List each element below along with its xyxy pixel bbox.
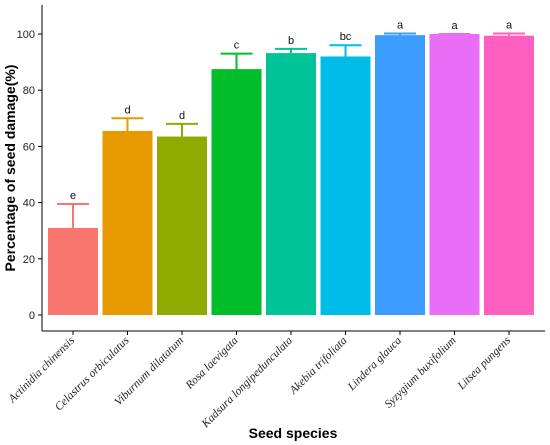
significance-labels-layer: e d d c b bc a a a [70,19,513,202]
bar-3 [157,136,207,315]
bars-layer [48,34,534,316]
bar-9 [484,35,534,315]
y-tick-label-4: 60 [23,141,35,153]
y-tick-label-3: 40 [23,198,35,210]
x-tick-label-5: Kadsura longipedunculata [199,334,295,430]
y-tick-label-6: 100 [17,29,35,41]
x-tick-label-4: Rosa laevigata [183,334,241,392]
x-tick-label-7: Lindera glauca [345,334,404,393]
x-tick-label-6: Akebia trifoliata [287,334,350,397]
bar-2 [102,130,153,315]
y-ticks-layer: 0 20 40 60 80 100 [17,29,42,322]
y-axis-title: Percentage of seed damage(%) [2,65,18,272]
bar-7 [375,35,425,316]
significance-label-6: bc [340,31,352,43]
bar-4 [211,69,262,315]
bar-8 [429,34,480,315]
significance-label-7: a [397,19,404,31]
significance-label-5: b [288,35,294,47]
significance-label-1: e [70,190,76,202]
significance-label-3: d [179,110,185,122]
significance-label-8: a [451,20,458,32]
significance-label-4: c [234,40,240,52]
bar-5 [266,53,316,315]
error-bars-layer [57,32,525,228]
y-tick-label-2: 20 [23,254,35,266]
significance-label-9: a [506,19,513,31]
y-tick-label-1: 0 [29,310,35,322]
x-tick-label-9: Litsea pungens [455,334,514,393]
bar-6 [320,56,371,315]
y-tick-label-5: 80 [23,85,35,97]
bar-1 [48,227,98,315]
significance-label-2: d [124,104,130,116]
x-axis-title: Seed species [249,425,338,441]
